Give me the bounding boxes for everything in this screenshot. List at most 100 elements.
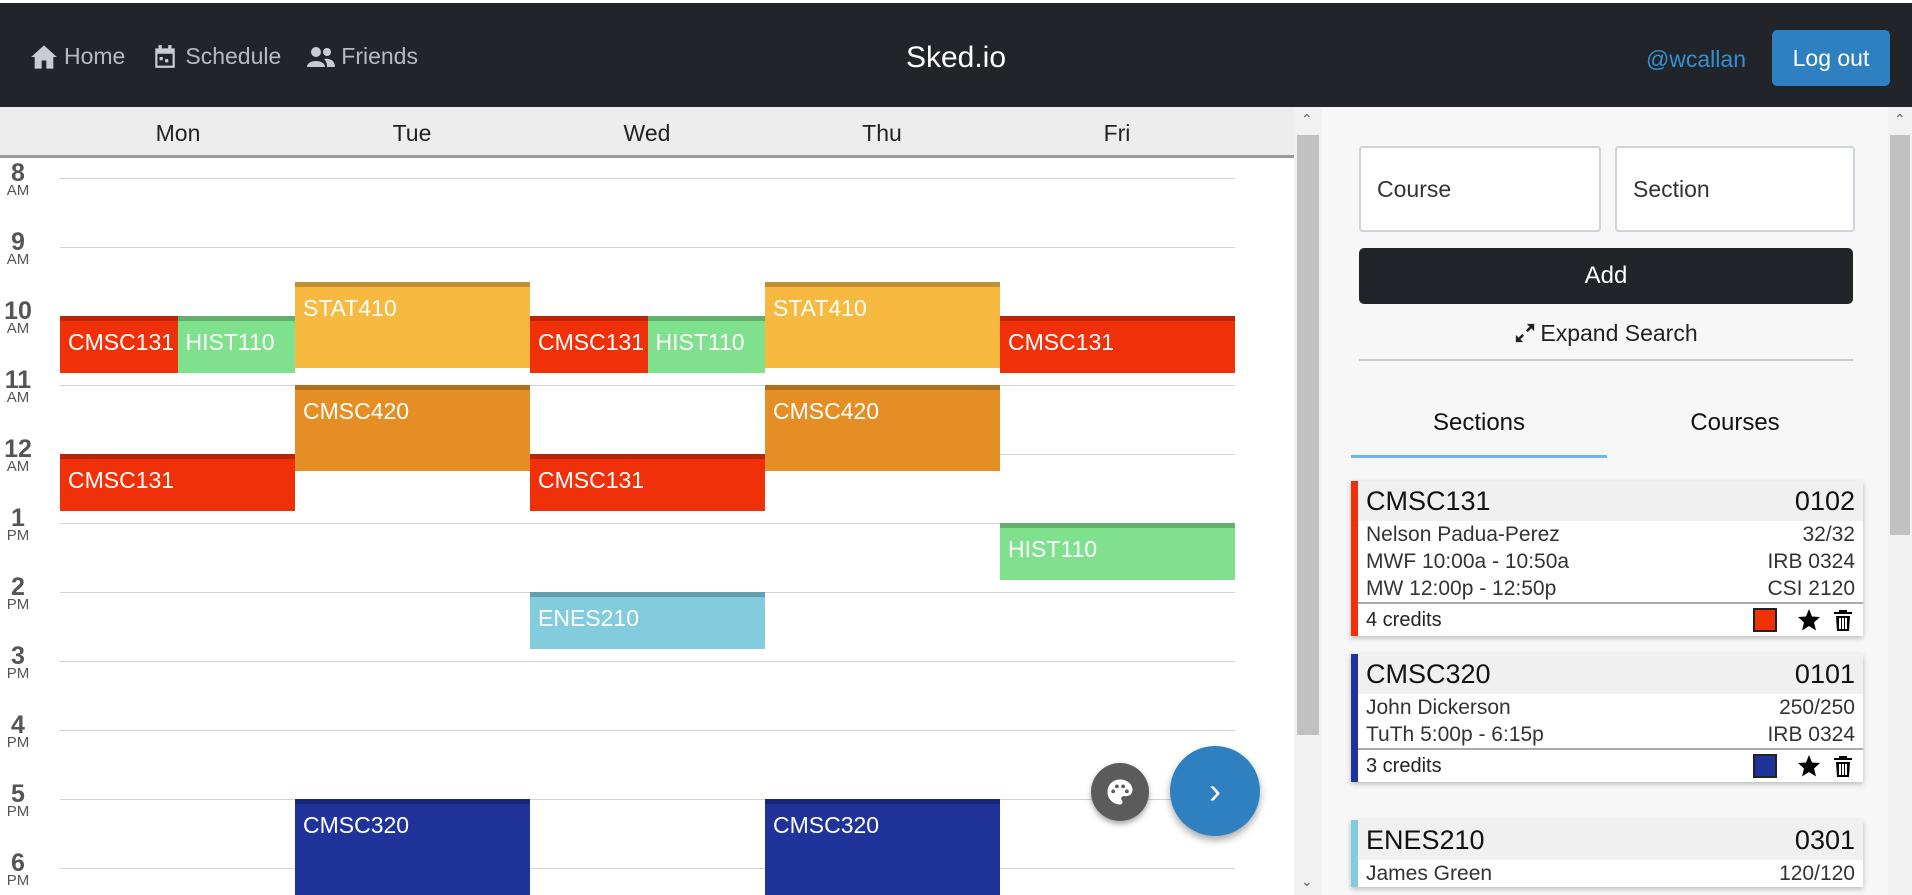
- expand-search-link[interactable]: Expand Search: [1359, 320, 1853, 347]
- brand-title: Sked.io: [0, 41, 1912, 75]
- hour-gridline: [60, 868, 1235, 869]
- chevron-right-icon: ›: [1209, 770, 1221, 811]
- section-input[interactable]: [1615, 146, 1855, 232]
- trash-icon[interactable]: [1831, 608, 1855, 632]
- card-detail-right: IRB 0324: [1767, 722, 1855, 746]
- card-detail-row: MWF 10:00a - 10:50a IRB 0324: [1358, 548, 1863, 575]
- hour-ampm: AM: [6, 251, 30, 268]
- calendar-event[interactable]: HIST110: [647, 316, 765, 374]
- scroll-up-icon[interactable]: ⌃: [1894, 111, 1906, 127]
- nav-schedule[interactable]: Schedule: [151, 43, 281, 70]
- card-section: 0101: [1794, 658, 1855, 689]
- calendar-event[interactable]: HIST110: [1000, 523, 1235, 581]
- card-actions: [1753, 754, 1855, 778]
- day-label: Tue: [392, 120, 432, 146]
- home-icon: [31, 44, 57, 69]
- card-detail-right: 32/32: [1802, 522, 1855, 546]
- section-card[interactable]: CMSC320 0101 John Dickerson 250/250 TuTh 5:0…: [1351, 654, 1863, 782]
- calendar-event[interactable]: CMSC131: [530, 316, 648, 374]
- card-detail-left: John Dickerson: [1366, 695, 1511, 719]
- card-detail-right: 250/250: [1779, 695, 1855, 719]
- card-credits: 3 credits: [1366, 754, 1442, 777]
- hour-label: 9 AM: [0, 228, 36, 268]
- calendar-event[interactable]: CMSC131: [1000, 316, 1235, 374]
- card-detail-row: John Dickerson 250/250: [1358, 694, 1863, 721]
- sidebar-scrollbar[interactable]: ⌃: [1888, 107, 1912, 895]
- weekly-calendar: Mon Tue Wed Thu Fri 8 AM 9 AM 10 AM 11 AM 12 AM 1 PM 2 PM…: [0, 107, 1294, 895]
- card-header: CMSC131 0102: [1358, 481, 1863, 521]
- hour-label: 10 AM: [0, 297, 36, 337]
- card-detail-row: Nelson Padua-Perez 32/32: [1358, 521, 1863, 548]
- calendar-event[interactable]: STAT410: [295, 281, 530, 368]
- calendar-event[interactable]: CMSC420: [295, 385, 530, 472]
- logout-button[interactable]: Log out: [1772, 30, 1890, 86]
- hour-number: 1: [11, 504, 25, 532]
- card-section: 0301: [1794, 824, 1855, 855]
- next-button[interactable]: ›: [1170, 746, 1260, 836]
- calendar-scrollbar[interactable]: ⌃ ⌄: [1294, 107, 1322, 895]
- hour-ampm: PM: [6, 665, 30, 682]
- sidebar-scroll-thumb[interactable]: [1890, 135, 1910, 535]
- calendar-event[interactable]: CMSC131: [60, 316, 178, 374]
- calendar-event[interactable]: CMSC131: [60, 454, 295, 512]
- card-detail-row: James Green 120/120: [1358, 860, 1863, 887]
- tab-courses[interactable]: Courses: [1690, 409, 1780, 436]
- tab-sections[interactable]: Sections: [1351, 409, 1607, 458]
- username-link[interactable]: @wcallan: [1645, 46, 1746, 72]
- palette-button[interactable]: [1091, 763, 1149, 821]
- hour-gridline: [60, 385, 1235, 386]
- color-swatch-button[interactable]: [1753, 754, 1777, 778]
- card-detail-right: 120/120: [1779, 861, 1855, 885]
- add-button[interactable]: Add: [1359, 248, 1853, 304]
- day-label: Wed: [623, 120, 671, 146]
- hour-gridline: [60, 523, 1235, 524]
- card-header: ENES210 0301: [1358, 820, 1863, 860]
- star-icon[interactable]: [1797, 608, 1821, 632]
- hour-ampm: AM: [6, 320, 30, 337]
- hour-ampm: AM: [6, 458, 30, 475]
- calendar-scroll-thumb[interactable]: [1297, 135, 1319, 735]
- calendar-event[interactable]: CMSC320: [765, 799, 1000, 895]
- brand-link[interactable]: Sked.io: [905, 41, 1007, 74]
- hour-number: 6: [11, 849, 25, 877]
- divider: [1359, 359, 1853, 361]
- card-course: CMSC320: [1366, 658, 1491, 689]
- expand-icon: [1516, 323, 1535, 343]
- calendar-event[interactable]: STAT410: [765, 281, 1000, 368]
- nav-friends[interactable]: Friends: [307, 43, 418, 70]
- card-section: 0102: [1794, 485, 1855, 516]
- calendar-icon: [155, 44, 176, 68]
- card-footer: 3 credits: [1358, 748, 1863, 782]
- hour-label: 2 PM: [0, 575, 36, 613]
- scroll-up-icon[interactable]: ⌃: [1301, 111, 1313, 127]
- nav-home[interactable]: Home: [30, 43, 125, 70]
- calendar-event[interactable]: CMSC420: [765, 385, 1000, 472]
- trash-icon[interactable]: [1831, 754, 1855, 778]
- calendar-event[interactable]: CMSC320: [295, 799, 530, 895]
- hour-number: 4: [11, 711, 25, 739]
- calendar-event[interactable]: ENES210: [530, 592, 765, 650]
- calendar-grid: 8 AM 9 AM 10 AM 11 AM 12 AM 1 PM 2 PM 3 PM 4 PM 5 PM 6 PM CMSC…: [0, 158, 1294, 895]
- top-navbar: Home Schedule Friends Sked.io @wcallan L…: [0, 0, 1912, 107]
- hour-gridline: [60, 730, 1235, 731]
- section-card[interactable]: ENES210 0301 James Green 120/120: [1351, 820, 1863, 887]
- calendar-event[interactable]: HIST110: [177, 316, 295, 374]
- card-detail-left: MW 12:00p - 12:50p: [1366, 576, 1557, 600]
- card-detail-left: Nelson Padua-Perez: [1366, 522, 1560, 546]
- scroll-down-icon[interactable]: ⌄: [1301, 873, 1313, 889]
- hour-number: 12: [4, 435, 32, 463]
- palette-icon: [1107, 779, 1133, 805]
- hour-number: 10: [4, 297, 32, 325]
- day-label: Mon: [155, 120, 201, 146]
- course-input[interactable]: [1359, 146, 1601, 232]
- star-icon[interactable]: [1797, 754, 1821, 778]
- hour-number: 9: [11, 228, 25, 256]
- hour-label: 11 AM: [0, 368, 36, 406]
- section-card[interactable]: CMSC131 0102 Nelson Padua-Perez 32/32 MWF 10…: [1351, 481, 1863, 636]
- hour-ampm: PM: [6, 734, 30, 751]
- hour-number: 8: [11, 159, 25, 187]
- calendar-event[interactable]: CMSC131: [530, 454, 765, 512]
- color-swatch-button[interactable]: [1753, 608, 1777, 632]
- expand-search-label: Expand Search: [1540, 320, 1698, 346]
- nav-home-label: Home: [64, 43, 126, 69]
